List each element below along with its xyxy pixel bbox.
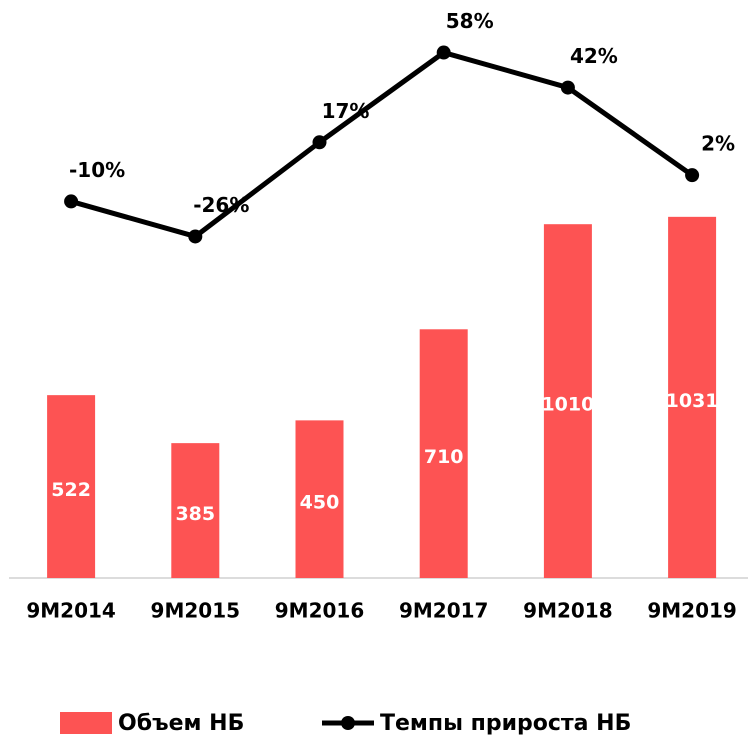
line-value-label: -10% bbox=[69, 158, 125, 182]
legend-swatch bbox=[60, 712, 112, 734]
bar bbox=[295, 420, 344, 578]
legend-label: Темпы прироста НБ bbox=[380, 711, 631, 736]
line-marker bbox=[685, 168, 700, 183]
line-value-label: -26% bbox=[193, 193, 249, 217]
legend-swatch bbox=[341, 716, 355, 730]
line-marker bbox=[188, 229, 203, 244]
line bbox=[70, 50, 694, 239]
x-tick-label: 9M2014 bbox=[26, 599, 115, 623]
bar bbox=[47, 395, 96, 578]
x-tick-label: 9M2016 bbox=[275, 599, 364, 623]
bar bbox=[668, 216, 717, 578]
line-marker bbox=[64, 194, 79, 209]
line-marker bbox=[436, 45, 451, 60]
legend-label: Объем НБ bbox=[118, 711, 244, 736]
line-marker bbox=[312, 135, 327, 150]
bar-value-label: 450 bbox=[300, 492, 340, 514]
bar bbox=[543, 224, 592, 578]
x-tick-label: 9M2015 bbox=[151, 599, 240, 623]
bar-value-label: 1010 bbox=[541, 394, 594, 416]
line-value-label: 17% bbox=[322, 99, 370, 123]
bar-value-label: 522 bbox=[51, 479, 91, 501]
line-marker bbox=[560, 80, 575, 95]
bar-value-label: 1031 bbox=[666, 390, 719, 412]
line-value-label: 2% bbox=[701, 132, 735, 156]
line-value-label: 58% bbox=[446, 9, 494, 33]
x-tick-label: 9M2019 bbox=[647, 599, 736, 623]
bar-value-label: 710 bbox=[424, 446, 464, 468]
x-tick-label: 9M2018 bbox=[523, 599, 612, 623]
line-value-label: 42% bbox=[570, 44, 618, 68]
bar bbox=[419, 329, 468, 578]
bar-value-label: 385 bbox=[175, 503, 215, 525]
x-tick-label: 9M2017 bbox=[399, 599, 488, 623]
bar bbox=[171, 443, 220, 578]
